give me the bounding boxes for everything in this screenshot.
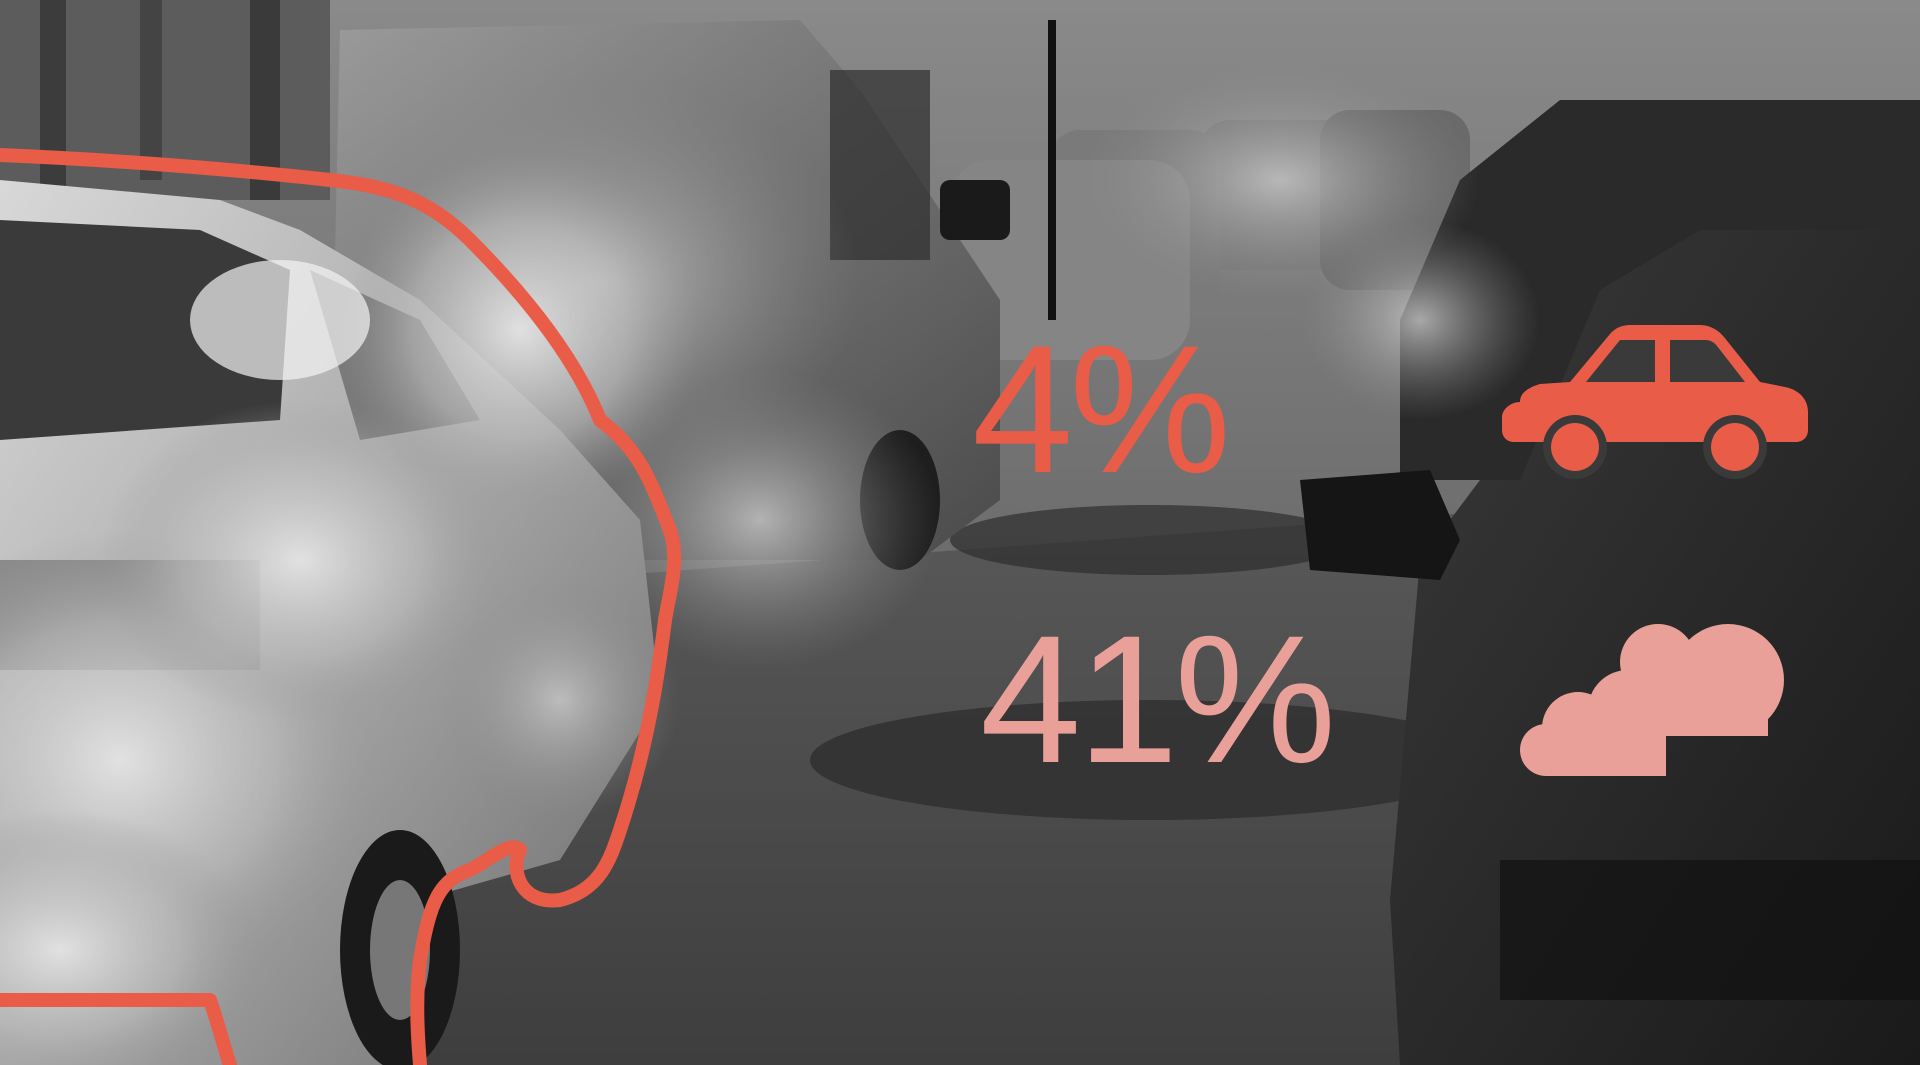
stat-value-emissions: 41% (980, 597, 1336, 801)
car-icon (1500, 322, 1810, 482)
exhaust-cloud-icon (1518, 620, 1790, 780)
divider-line (1048, 20, 1056, 320)
stat-value-cars: 4% (972, 307, 1231, 511)
